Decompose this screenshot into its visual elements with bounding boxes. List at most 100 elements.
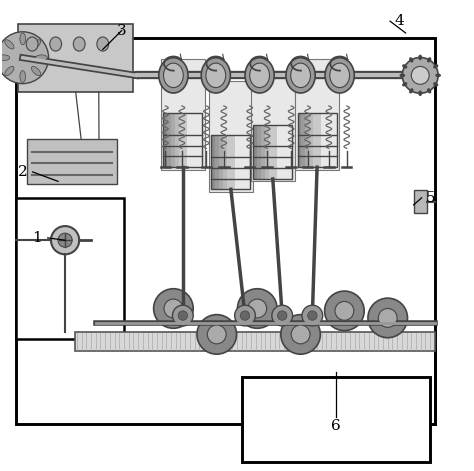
Circle shape	[154, 289, 193, 328]
Circle shape	[164, 299, 183, 318]
Ellipse shape	[206, 63, 226, 88]
Circle shape	[378, 309, 397, 327]
Ellipse shape	[291, 63, 310, 88]
Bar	[163, 113, 202, 167]
Ellipse shape	[419, 90, 422, 96]
Circle shape	[368, 298, 408, 338]
Ellipse shape	[0, 55, 10, 61]
Circle shape	[272, 305, 292, 326]
Bar	[414, 190, 427, 213]
Ellipse shape	[73, 37, 85, 51]
Circle shape	[411, 66, 429, 84]
Circle shape	[237, 289, 277, 328]
Bar	[175, 113, 183, 167]
Bar	[163, 113, 171, 167]
Circle shape	[0, 32, 49, 84]
Ellipse shape	[97, 37, 109, 51]
Ellipse shape	[20, 71, 26, 82]
Circle shape	[291, 325, 310, 344]
Circle shape	[197, 315, 237, 354]
Ellipse shape	[435, 73, 441, 77]
Circle shape	[325, 291, 364, 331]
Bar	[298, 113, 337, 167]
Bar	[298, 113, 305, 167]
Bar	[223, 135, 231, 189]
Circle shape	[240, 311, 250, 320]
Bar	[16, 198, 124, 339]
Bar	[215, 135, 223, 189]
Bar	[305, 113, 313, 167]
Bar	[313, 113, 321, 167]
Ellipse shape	[433, 64, 438, 69]
Bar	[309, 113, 317, 167]
Circle shape	[178, 311, 188, 320]
Circle shape	[308, 311, 317, 320]
Circle shape	[207, 325, 226, 344]
Circle shape	[58, 233, 72, 247]
Bar	[257, 125, 265, 179]
Ellipse shape	[159, 57, 188, 93]
Bar	[161, 59, 205, 170]
Bar	[253, 125, 292, 179]
Ellipse shape	[409, 88, 413, 93]
Ellipse shape	[419, 55, 422, 60]
Circle shape	[281, 315, 320, 354]
Bar	[211, 135, 250, 189]
Circle shape	[277, 311, 287, 320]
Bar	[16, 38, 435, 424]
Bar	[227, 135, 235, 189]
Ellipse shape	[250, 63, 270, 88]
Ellipse shape	[325, 57, 354, 93]
Bar	[211, 135, 219, 189]
Ellipse shape	[5, 66, 14, 76]
Ellipse shape	[50, 37, 62, 51]
Circle shape	[248, 299, 267, 318]
Ellipse shape	[409, 57, 413, 63]
Ellipse shape	[164, 63, 183, 88]
Text: 1: 1	[32, 231, 42, 245]
Bar	[295, 59, 339, 170]
Bar	[74, 332, 435, 351]
Text: 6: 6	[331, 419, 341, 433]
Circle shape	[51, 226, 79, 254]
Text: 2: 2	[18, 165, 27, 179]
Circle shape	[302, 305, 323, 326]
Bar	[27, 139, 117, 184]
Ellipse shape	[402, 64, 407, 69]
Bar	[265, 125, 273, 179]
Ellipse shape	[402, 82, 407, 87]
Ellipse shape	[5, 40, 14, 49]
Bar	[269, 125, 277, 179]
Ellipse shape	[427, 57, 431, 63]
Ellipse shape	[433, 82, 438, 87]
Bar	[18, 24, 133, 92]
Ellipse shape	[400, 73, 405, 77]
Circle shape	[335, 301, 354, 320]
Ellipse shape	[286, 57, 315, 93]
Bar	[242, 377, 430, 462]
Ellipse shape	[26, 37, 38, 51]
Ellipse shape	[31, 40, 41, 49]
Bar	[219, 135, 227, 189]
Text: 4: 4	[395, 14, 404, 28]
Text: 5: 5	[425, 191, 435, 205]
Bar	[167, 113, 175, 167]
Ellipse shape	[31, 66, 41, 76]
Ellipse shape	[201, 57, 230, 93]
Circle shape	[235, 305, 255, 326]
Ellipse shape	[36, 55, 47, 61]
Bar	[171, 113, 179, 167]
Bar	[209, 81, 253, 192]
Bar	[179, 113, 187, 167]
Bar	[253, 125, 261, 179]
Bar	[261, 125, 269, 179]
Ellipse shape	[330, 63, 349, 88]
Bar	[251, 71, 295, 181]
Circle shape	[402, 57, 438, 93]
Ellipse shape	[20, 33, 26, 45]
Text: 3: 3	[117, 24, 127, 38]
Circle shape	[173, 305, 193, 326]
Ellipse shape	[427, 88, 431, 93]
Ellipse shape	[245, 57, 274, 93]
Bar	[301, 113, 309, 167]
